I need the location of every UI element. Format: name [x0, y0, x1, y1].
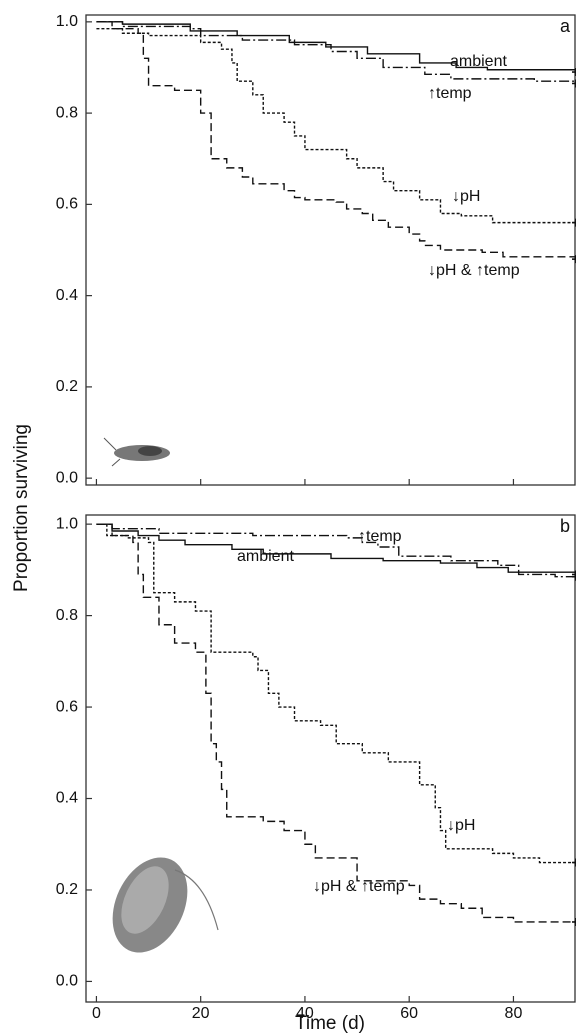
- survival-line: [96, 523, 576, 578]
- specimen-a: [103, 437, 170, 467]
- panel-label: a: [560, 16, 571, 36]
- y-tick-label: 0.4: [56, 790, 78, 807]
- y-tick-label: 0.4: [56, 287, 78, 304]
- y-axis-label: Proportion surviving: [11, 424, 32, 592]
- y-tick-label: 0.0: [56, 973, 78, 990]
- specimen-b: [112, 857, 219, 953]
- survival-line: [96, 523, 576, 923]
- plot-frame: [85, 14, 576, 486]
- y-tick-label: 1.0: [56, 515, 78, 532]
- series-label: ↓pH & ↑temp: [428, 262, 520, 279]
- x-tick-label: 20: [192, 1005, 210, 1022]
- survival-line: [96, 21, 576, 260]
- x-axis-label: Time (d): [295, 1013, 365, 1034]
- y-tick-label: 0.8: [56, 607, 78, 624]
- x-tick-label: 0: [92, 1005, 101, 1022]
- series-label: ↑temp: [358, 528, 402, 545]
- series-label: ↓pH & ↑temp: [313, 878, 405, 895]
- series-label: ambient: [237, 548, 294, 565]
- x-tick-label: 40: [296, 1005, 314, 1022]
- series-label: ambient: [450, 53, 507, 70]
- survival-line: [96, 523, 576, 864]
- y-tick-label: 0.2: [56, 881, 78, 898]
- series-label: ↑temp: [428, 85, 472, 102]
- series-label: ↓pH: [452, 188, 480, 205]
- x-tick-label: 60: [400, 1005, 418, 1022]
- y-tick-label: 0.8: [56, 104, 78, 121]
- panel-label: b: [560, 516, 570, 536]
- y-tick-label: 0.6: [56, 196, 78, 213]
- survival-line: [96, 523, 576, 575]
- y-tick-label: 0.0: [56, 469, 78, 486]
- y-tick-label: 1.0: [56, 13, 78, 30]
- y-tick-label: 0.2: [56, 378, 78, 395]
- x-tick-label: 80: [505, 1005, 523, 1022]
- plot-frame: [85, 514, 576, 1003]
- y-tick-label: 0.6: [56, 698, 78, 715]
- series-label: ↓pH: [447, 817, 475, 834]
